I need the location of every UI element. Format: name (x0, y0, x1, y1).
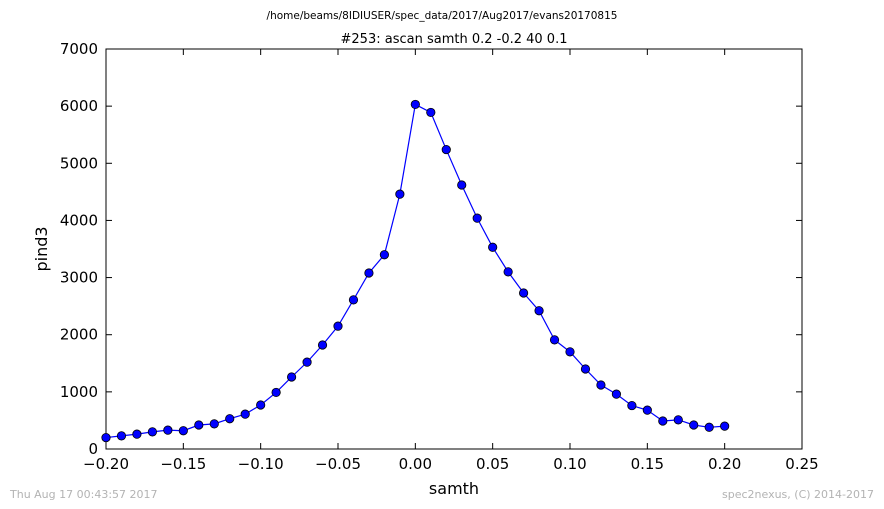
data-point (472, 213, 482, 223)
data-point (256, 400, 266, 410)
data-point (565, 347, 575, 357)
y-axis-label: pind3 (32, 226, 51, 271)
data-point (488, 242, 498, 252)
data-point (317, 340, 328, 350)
data-point (101, 432, 111, 443)
footer-timestamp: Thu Aug 17 00:43:57 2017 (10, 488, 158, 501)
data-point (580, 364, 591, 374)
data-point (720, 421, 730, 431)
data-point (147, 427, 157, 437)
axis-ticks: −0.20 −0.15 −0.10 −0.05 0.00 0.05 0.10 0.15 0.20… (60, 40, 819, 473)
data-point (534, 306, 544, 316)
data-point (132, 429, 142, 439)
chart-title: #253: ascan samth 0.2 -0.2 40 0.1 (341, 32, 568, 47)
x-axis-label: samth (429, 479, 479, 498)
data-point (549, 335, 560, 345)
series-line (105, 103, 725, 439)
y-tick-label: 0 (88, 440, 98, 458)
data-point (658, 416, 668, 426)
data-point (611, 389, 622, 399)
data-point (518, 288, 529, 298)
x-tick-label: 0.00 (399, 455, 432, 473)
figure-suptitle: /home/beams/8IDIUSER/spec_data/2017/Aug2… (267, 10, 618, 22)
axes (105, 48, 803, 450)
data-point (596, 380, 606, 390)
data-point (503, 267, 513, 277)
data-point (457, 180, 467, 190)
data-point (395, 189, 405, 199)
data-point (689, 420, 699, 430)
x-tick-label: −0.20 (83, 455, 129, 473)
data-point (194, 420, 204, 430)
data-point (364, 268, 374, 278)
y-tick-label: 5000 (60, 154, 98, 172)
data-point (642, 405, 652, 415)
data-point (441, 144, 451, 155)
y-tick-label: 6000 (60, 97, 98, 115)
plot-frame (105, 48, 803, 450)
data-point (209, 419, 219, 429)
data-point (333, 321, 343, 331)
y-tick-label: 3000 (60, 269, 98, 287)
x-tick-label: −0.10 (238, 455, 284, 473)
y-tick-label: 7000 (60, 40, 98, 58)
x-tick-label: 0.20 (708, 455, 741, 473)
data-point (116, 431, 127, 441)
y-tick-label: 4000 (60, 211, 98, 229)
footer-credit: spec2nexus, (C) 2014-2017 (722, 488, 874, 501)
data-point (240, 409, 250, 419)
data-point (426, 107, 436, 118)
x-tick-label: 0.15 (631, 455, 664, 473)
data-point (673, 415, 683, 425)
data-point (302, 357, 312, 367)
data-point (225, 414, 235, 424)
data-point (163, 425, 173, 435)
x-tick-label: −0.15 (160, 455, 206, 473)
data-point (348, 295, 359, 305)
x-tick-label: 0.05 (476, 455, 509, 473)
data-point (627, 400, 637, 411)
x-tick-label: −0.05 (315, 455, 361, 473)
data-point (410, 99, 420, 110)
y-tick-label: 2000 (60, 326, 98, 344)
data-series (101, 99, 730, 443)
data-point (704, 422, 714, 432)
data-point (379, 250, 389, 260)
data-point (271, 387, 281, 398)
data-point (286, 372, 297, 382)
x-tick-label: 0.25 (785, 455, 818, 473)
y-tick-label: 1000 (60, 383, 98, 401)
data-point (178, 426, 188, 436)
x-tick-label: 0.10 (553, 455, 586, 473)
